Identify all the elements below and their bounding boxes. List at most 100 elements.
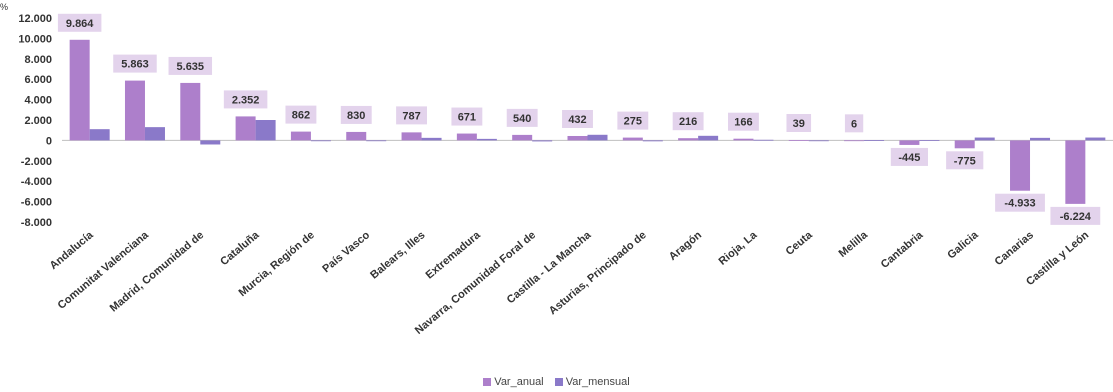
bar-var-mensual-andalucia (89, 129, 110, 141)
y-tick-label: 4.000 (24, 95, 52, 107)
bar-var-anual-murcia-region-de (290, 131, 311, 141)
y-tick-label: -8.000 (21, 217, 52, 229)
bar-var-mensual-rioja-la (753, 139, 774, 141)
bar-var-anual-balears-illes (401, 132, 422, 141)
bar-var-mensual-cataluna (255, 120, 276, 141)
bar-var-mensual-melilla (864, 140, 885, 141)
data-label-box-navarra-comunidad-foral-de (506, 108, 538, 127)
data-label-navarra-comunidad-foral-de: 540 (513, 113, 531, 125)
data-label-aragon: 216 (679, 116, 697, 128)
data-label-box-comunitat-valenciana (113, 54, 157, 73)
y-tick-label: -2.000 (21, 156, 52, 168)
bar-var-mensual-navarra-comunidad-foral-de (532, 140, 553, 142)
legend: Var_anual Var_mensual (0, 376, 1113, 388)
data-label-box-extremadura (451, 107, 483, 126)
data-label-murcia-region-de: 862 (292, 110, 310, 122)
data-label-box-madrid-comunidad-de (168, 56, 213, 75)
bar-var-anual-extremadura (456, 133, 477, 141)
bar-var-anual-cantabria (899, 140, 920, 145)
data-label-box-ceuta (786, 114, 812, 133)
category-label-andalucia: Andalucía (48, 229, 97, 273)
bar-var-anual-aragon (678, 138, 699, 141)
data-label-box-melilla (844, 114, 864, 133)
y-tick-label: 12.000 (18, 13, 52, 25)
category-label-extremadura: Extremadura (424, 229, 484, 282)
bar-var-mensual-galicia (974, 137, 995, 141)
bar-var-anual-galicia (954, 140, 975, 149)
bar-var-mensual-castilla-la-mancha (587, 134, 608, 141)
data-label-box-murcia-region-de (285, 105, 317, 124)
bar-var-anual-melilla (844, 140, 865, 142)
data-label-extremadura: 671 (458, 112, 476, 124)
y-tick-label: 0 (46, 135, 52, 147)
category-label-comunitat-valenciana: Comunitat Valenciana (56, 229, 152, 312)
bar-var-mensual-canarias (1030, 137, 1051, 141)
data-label-box-cantabria (890, 147, 928, 166)
data-label-box-galicia (946, 151, 984, 170)
bar-var-mensual-ceuta (808, 140, 829, 142)
bar-var-mensual-comunitat-valenciana (144, 127, 165, 141)
y-axis-label: % (0, 2, 9, 12)
y-tick-label: 2.000 (24, 115, 52, 127)
data-label-box-castilla-la-mancha (562, 109, 593, 128)
bar-var-mensual-pais-vasco (366, 140, 387, 142)
bar-var-anual-pais-vasco (346, 131, 367, 141)
data-label-asturias-principado-de: 275 (624, 116, 642, 128)
bar-var-anual-madrid-comunidad-de (180, 82, 201, 141)
bar-var-mensual-madrid-comunidad-de (200, 140, 221, 145)
bar-var-mensual-aragon (698, 135, 719, 141)
bar-var-anual-castilla-la-mancha (567, 135, 588, 141)
data-label-ceuta: 39 (793, 118, 805, 130)
data-label-box-andalucia (57, 13, 102, 32)
bar-var-mensual-extremadura (476, 138, 497, 141)
y-tick-label: -4.000 (21, 176, 52, 188)
y-tick-label: 10.000 (18, 33, 52, 45)
y-tick-label: -6.000 (21, 197, 52, 209)
y-tick-label: 6.000 (24, 74, 52, 86)
bar-var-anual-canarias (1010, 140, 1031, 191)
bar-var-mensual-cantabria (919, 140, 940, 141)
data-label-box-canarias (995, 193, 1045, 212)
data-label-balears-illes: 787 (402, 110, 420, 122)
legend-label-var-mensual: Var_mensual (565, 376, 630, 388)
category-label-melilla: Melilla (837, 229, 871, 260)
category-label-pais-vasco: País Vasco (320, 229, 372, 275)
category-label-rioja-la: Rioja, La (717, 229, 761, 268)
data-label-pais-vasco: 830 (347, 110, 365, 122)
data-label-andalucia: 9.864 (66, 18, 94, 30)
bar-var-anual-navarra-comunidad-foral-de (512, 134, 533, 141)
data-label-box-asturias-principado-de (617, 111, 649, 130)
data-label-madrid-comunidad-de: 5.635 (177, 61, 205, 73)
bar-var-anual-asturias-principado-de (622, 137, 643, 141)
category-label-cataluna: Cataluña (218, 229, 262, 269)
bar-chart: -8.000 -6.000 -4.000 -2.000 0 2.000 4.000 6.000… (18, 13, 1113, 337)
data-label-melilla: 6 (851, 118, 857, 130)
bar-var-anual-andalucia (69, 39, 90, 141)
legend-item-var-mensual: Var_mensual (554, 376, 630, 388)
data-label-box-balears-illes (396, 106, 428, 125)
legend-swatch-var-mensual (554, 378, 563, 387)
data-label-castilla-y-leon: -6.224 (1060, 211, 1092, 223)
data-label-box-cataluna (223, 90, 268, 109)
bar-var-anual-cataluna (235, 116, 256, 141)
data-label-box-aragon (672, 112, 704, 131)
bar-var-mensual-murcia-region-de (310, 140, 331, 142)
category-label-navarra-comunidad-foral-de: Navarra, Comunidad Foral de (413, 229, 538, 337)
data-label-canarias: -4.933 (1004, 198, 1035, 210)
legend-item-var-anual: Var_anual (483, 376, 544, 388)
data-label-box-castilla-y-leon (1050, 206, 1101, 225)
legend-label-var-anual: Var_anual (494, 376, 544, 388)
data-label-cataluna: 2.352 (232, 94, 260, 106)
category-label-cantabria: Cantabria (879, 229, 926, 271)
category-label-madrid-comunidad-de: Madrid, Comunidad de (108, 229, 207, 314)
legend-swatch-var-anual (483, 378, 492, 387)
bar-var-anual-castilla-y-leon (1065, 140, 1086, 204)
bar-var-anual-comunitat-valenciana (124, 80, 145, 141)
data-label-box-rioja-la (727, 112, 759, 131)
y-tick-label: 8.000 (24, 54, 52, 66)
bar-var-mensual-castilla-y-leon (1085, 137, 1106, 141)
data-label-cantabria: -445 (898, 152, 920, 164)
bar-var-anual-rioja-la (733, 138, 754, 141)
data-label-box-pais-vasco (340, 105, 372, 124)
bar-var-anual-ceuta (788, 140, 809, 141)
